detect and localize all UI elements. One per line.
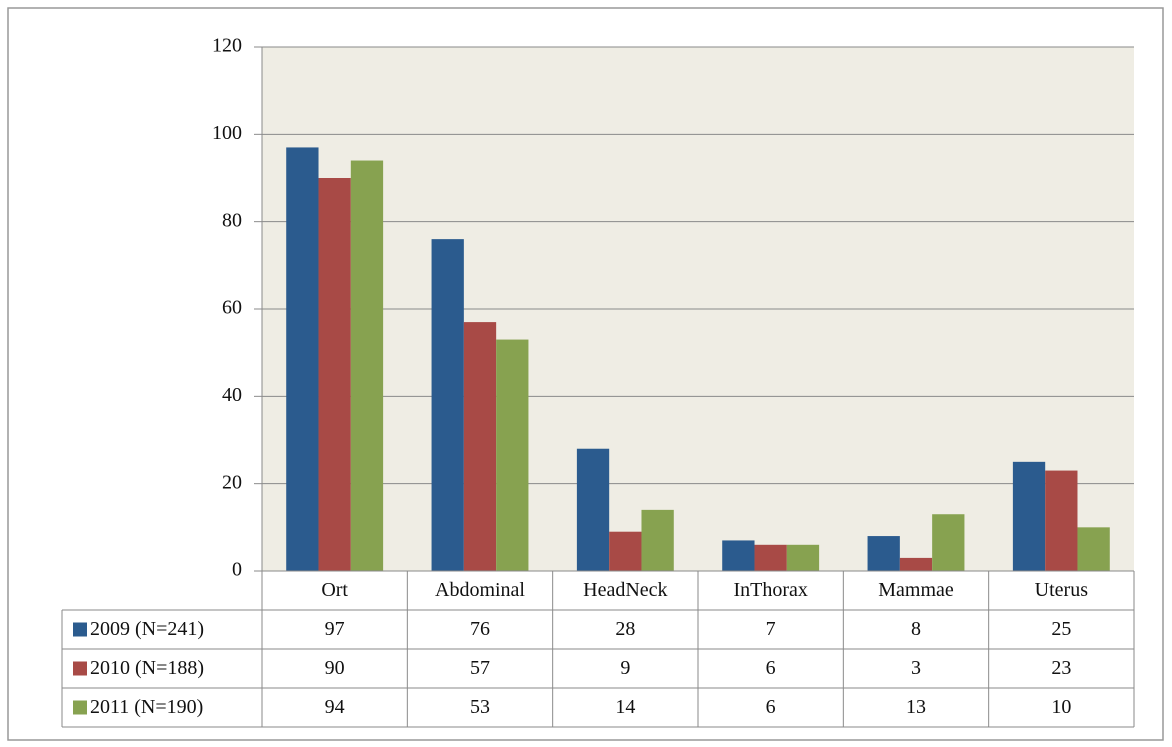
table-cell: 25	[1051, 618, 1071, 640]
bar	[576, 448, 610, 571]
x-tick-label: Abdominal	[435, 579, 525, 601]
bar	[1077, 527, 1110, 571]
table-cell: 6	[766, 657, 776, 679]
bar	[641, 509, 674, 571]
table-cell: 97	[325, 618, 345, 640]
x-tick-label: Ort	[321, 579, 348, 601]
bar	[1012, 461, 1046, 571]
table-cell: 14	[615, 696, 635, 718]
y-tick-label: 60	[222, 297, 242, 319]
legend-swatch	[73, 622, 87, 637]
table-cell: 9	[620, 657, 630, 679]
table-cell: 57	[470, 657, 490, 679]
table-cell: 13	[906, 696, 926, 718]
table-cell: 94	[325, 696, 345, 718]
table-cell: 23	[1051, 657, 1071, 679]
legend-swatch	[73, 661, 87, 676]
bar	[722, 540, 755, 571]
bar	[932, 514, 965, 571]
x-tick-label: Mammae	[878, 579, 954, 601]
bar	[1045, 470, 1078, 571]
bar	[899, 557, 933, 571]
table-cell: 6	[766, 696, 776, 718]
legend-label: 2009 (N=241)	[90, 618, 204, 640]
bar	[431, 239, 464, 571]
y-tick-label: 100	[212, 122, 242, 144]
bar	[318, 178, 351, 571]
bar	[754, 544, 787, 571]
table-cell: 90	[325, 657, 345, 679]
bar	[350, 160, 384, 572]
y-tick-label: 40	[222, 384, 242, 406]
bar	[286, 147, 319, 571]
y-tick-label: 20	[222, 471, 242, 493]
x-tick-label: Uterus	[1035, 579, 1089, 601]
x-tick-label: InThorax	[733, 579, 807, 601]
y-tick-label: 0	[232, 559, 242, 581]
bar	[496, 339, 529, 571]
legend-label: 2010 (N=188)	[90, 657, 204, 679]
bar	[609, 531, 642, 571]
bar	[867, 536, 900, 571]
legend-label: 2011 (N=190)	[90, 696, 203, 718]
table-cell: 53	[470, 696, 490, 718]
legend-swatch	[73, 700, 87, 715]
bar	[786, 544, 820, 571]
y-tick-label: 120	[212, 35, 242, 57]
table-cell: 7	[766, 618, 776, 640]
table-cell: 10	[1051, 696, 1071, 718]
table-cell: 76	[470, 618, 490, 640]
table-cell: 3	[911, 657, 921, 679]
x-tick-label: HeadNeck	[583, 579, 667, 601]
y-tick-label: 80	[222, 209, 242, 231]
table-cell: 8	[911, 618, 921, 640]
table-cell: 28	[615, 618, 635, 640]
bar	[463, 322, 497, 571]
